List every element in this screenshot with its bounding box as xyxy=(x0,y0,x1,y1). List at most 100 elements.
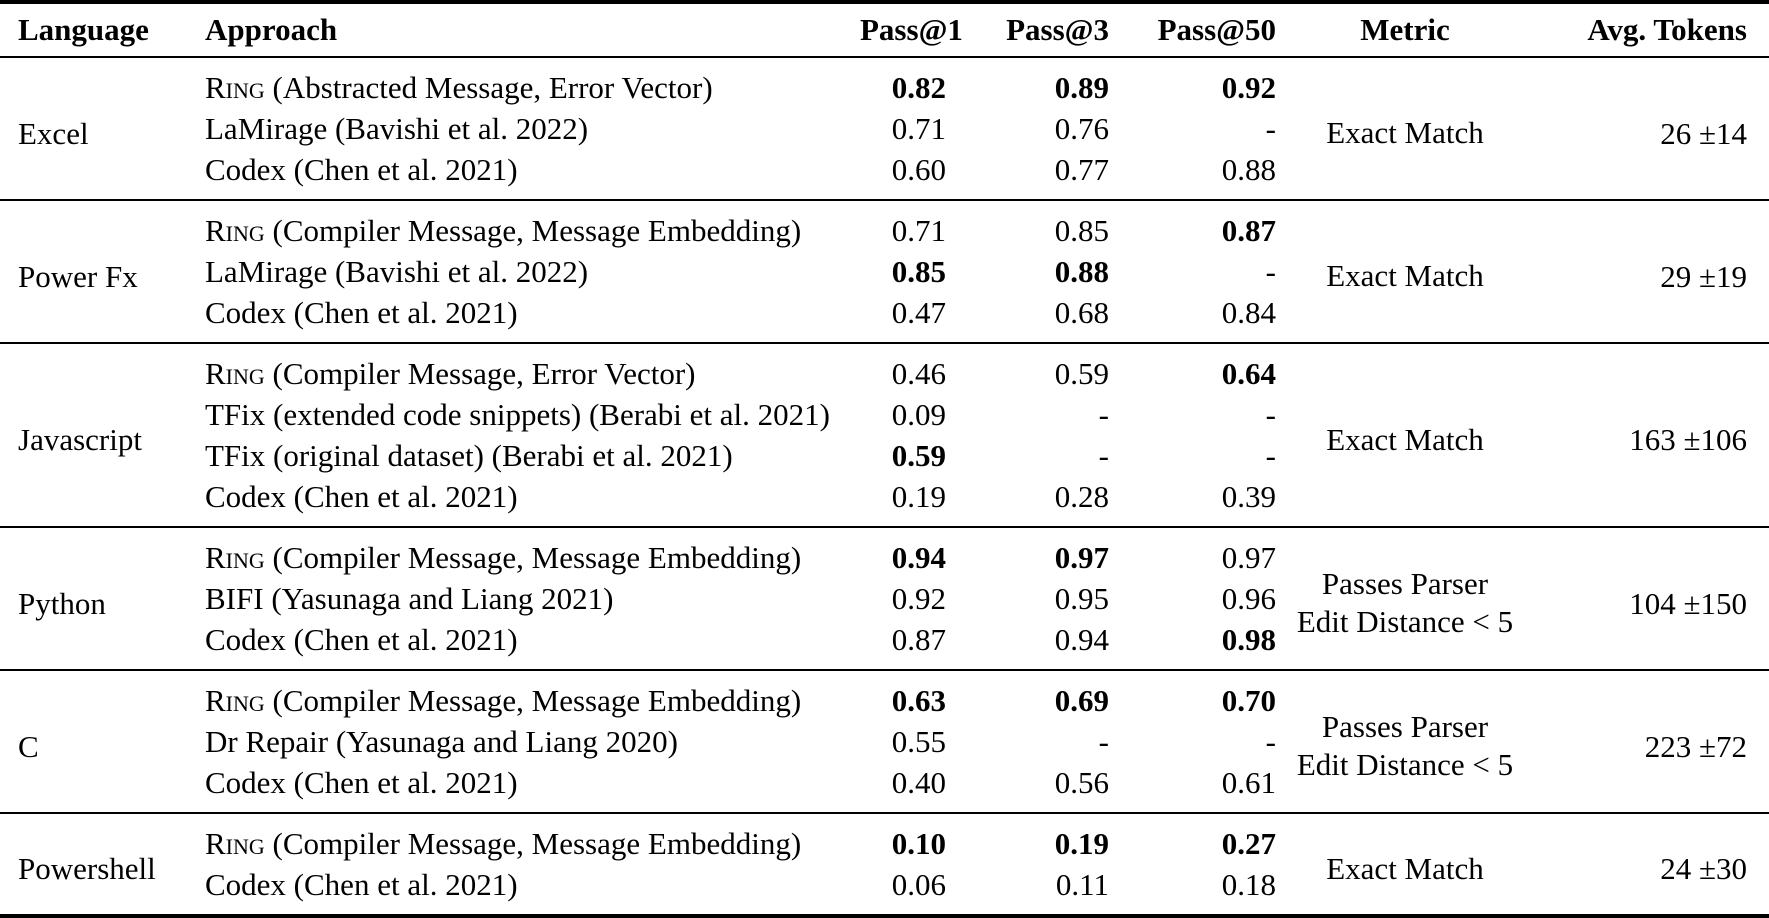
pass1-cell: 0.85 xyxy=(891,254,946,289)
table-row: Javascript Ring (Compiler Message, Error … xyxy=(0,343,1769,457)
pass50-cell: 0.39 xyxy=(1221,479,1276,514)
table-row: TFix (extended code snippets) (Berabi et… xyxy=(0,394,1769,435)
pass1-cell: 0.47 xyxy=(891,295,946,330)
approach-cell: Codex (Chen et al. 2021) xyxy=(205,479,518,514)
approach-cell: LaMirage (Bavishi et al. 2022) xyxy=(205,254,589,289)
pass3-cell: 0.88 xyxy=(1054,254,1109,289)
pass50-cell: - xyxy=(1265,111,1276,146)
pass1-cell: 0.60 xyxy=(891,152,946,187)
approach-cell: Codex (Chen et al. 2021) xyxy=(205,622,518,657)
approach-name-smallcaps: Ring xyxy=(205,70,265,105)
language-cell: Python xyxy=(18,585,106,621)
pass3-cell: 0.11 xyxy=(1055,867,1109,902)
pass1-cell: 0.59 xyxy=(891,438,946,473)
pass50-cell: - xyxy=(1265,438,1276,473)
avg-tokens-cell: 163 ±106 xyxy=(1629,422,1747,457)
table-row: Excel Ring (Abstracted Message, Error Vec… xyxy=(0,57,1769,151)
pass50-cell: 0.18 xyxy=(1221,867,1276,902)
table-row: LaMirage (Bavishi et al. 2022) 0.85 0.88 - xyxy=(0,251,1769,292)
pass50-cell: 0.97 xyxy=(1221,540,1276,575)
avg-tokens-cell: 223 ±72 xyxy=(1644,728,1747,764)
pass1-cell: 0.40 xyxy=(891,765,946,800)
approach-cell: Ring (Compiler Message, Message Embeddin… xyxy=(205,683,802,718)
metric-cell: Exact Match xyxy=(1326,850,1484,886)
header-language: Language xyxy=(18,12,149,47)
language-group: C Ring (Compiler Message, Message Embeddi… xyxy=(0,670,1769,813)
approach-name-smallcaps: Ring xyxy=(205,826,265,861)
language-group: Power Fx Ring (Compiler Message, Message … xyxy=(0,200,1769,343)
pass3-cell: - xyxy=(1098,397,1109,432)
pass1-cell: 0.09 xyxy=(891,397,946,432)
approach-cell: Ring (Compiler Message, Message Embeddin… xyxy=(205,540,802,575)
language-cell: Power Fx xyxy=(18,258,138,294)
pass1-cell: 0.06 xyxy=(891,867,946,902)
pass50-cell: - xyxy=(1265,397,1276,432)
approach-name-smallcaps: Ring xyxy=(205,213,265,248)
approach-cell: Ring (Compiler Message, Error Vector) xyxy=(205,356,696,391)
table-row: Codex (Chen et al. 2021) 0.19 0.28 0.39 xyxy=(0,476,1769,527)
header-pass1: Pass@1 xyxy=(860,12,963,47)
table-row: Codex (Chen et al. 2021) 0.60 0.77 0.88 xyxy=(0,149,1769,200)
pass50-cell: 0.64 xyxy=(1221,356,1276,391)
pass50-cell: - xyxy=(1265,724,1276,759)
language-cell: Powershell xyxy=(18,851,156,886)
pass3-cell: 0.56 xyxy=(1054,765,1109,800)
table-row: LaMirage (Bavishi et al. 2022) 0.71 0.76 - xyxy=(0,108,1769,149)
table-row: Codex (Chen et al. 2021) 0.87 0.94 0.98 xyxy=(0,619,1769,670)
pass3-cell: 0.76 xyxy=(1054,111,1109,146)
pass3-cell: 0.69 xyxy=(1054,683,1109,718)
pass3-cell: 0.59 xyxy=(1054,356,1109,391)
language-group: Excel Ring (Abstracted Message, Error Vec… xyxy=(0,57,1769,200)
pass1-cell: 0.92 xyxy=(891,581,946,616)
approach-cell: Ring (Compiler Message, Message Embeddin… xyxy=(205,213,802,248)
pass3-cell: - xyxy=(1098,724,1109,759)
pass1-cell: 0.10 xyxy=(891,826,946,861)
approach-cell: Dr Repair (Yasunaga and Liang 2020) xyxy=(205,724,678,759)
table-header: Language Approach Pass@1 Pass@3 Pass@50 … xyxy=(0,2,1769,57)
pass3-cell: 0.68 xyxy=(1054,295,1109,330)
metric-cell: Exact Match xyxy=(1326,258,1484,293)
pass3-cell: 0.97 xyxy=(1054,540,1109,575)
approach-cell: LaMirage (Bavishi et al. 2022) xyxy=(205,111,589,146)
header-approach: Approach xyxy=(205,12,338,47)
pass50-cell: 0.88 xyxy=(1221,152,1276,187)
approach-name-smallcaps: Ring xyxy=(205,683,265,718)
language-group: Python Ring (Compiler Message, Message Em… xyxy=(0,527,1769,670)
pass50-cell: - xyxy=(1265,254,1276,289)
pass3-cell: 0.89 xyxy=(1054,70,1109,105)
avg-tokens-cell: 29 ±19 xyxy=(1660,258,1747,294)
pass1-cell: 0.82 xyxy=(891,70,946,105)
language-cell: Javascript xyxy=(18,422,142,457)
avg-tokens-cell: 104 ±150 xyxy=(1629,585,1747,621)
table-row: Codex (Chen et al. 2021) 0.40 0.56 0.61 xyxy=(0,762,1769,813)
approach-cell: Ring (Compiler Message, Message Embeddin… xyxy=(205,826,802,861)
pass1-cell: 0.71 xyxy=(891,213,946,248)
pass3-cell: 0.95 xyxy=(1054,581,1109,616)
avg-tokens-cell: 26 ±14 xyxy=(1660,115,1747,151)
approach-cell: Codex (Chen et al. 2021) xyxy=(205,152,518,187)
header-avg-tokens: Avg. Tokens xyxy=(1587,12,1747,47)
pass1-cell: 0.71 xyxy=(891,111,946,146)
pass50-cell: 0.92 xyxy=(1221,70,1276,105)
avg-tokens-cell: 24 ±30 xyxy=(1660,851,1747,886)
pass50-cell: 0.96 xyxy=(1221,581,1276,616)
approach-cell: Codex (Chen et al. 2021) xyxy=(205,867,518,902)
language-cell: Excel xyxy=(18,115,89,151)
language-cell: C xyxy=(18,728,39,764)
approach-cell: TFix (extended code snippets) (Berabi et… xyxy=(205,397,830,432)
header-metric: Metric xyxy=(1360,12,1450,47)
table-row: Python Ring (Compiler Message, Message Em… xyxy=(0,527,1769,639)
pass1-cell: 0.55 xyxy=(891,724,946,759)
pass1-cell: 0.63 xyxy=(891,683,946,718)
language-group: Javascript Ring (Compiler Message, Error … xyxy=(0,343,1769,527)
pass3-cell: 0.77 xyxy=(1054,152,1109,187)
table-row: Codex (Chen et al. 2021) 0.47 0.68 0.84 xyxy=(0,292,1769,343)
table-row: TFix (original dataset) (Berabi et al. 2… xyxy=(0,435,1769,476)
table-row: Codex (Chen et al. 2021) 0.06 0.11 0.18 xyxy=(0,864,1769,916)
language-group: Powershell Ring (Compiler Message, Messag… xyxy=(0,813,1769,916)
approach-cell: Codex (Chen et al. 2021) xyxy=(205,765,518,800)
pass3-cell: 0.85 xyxy=(1054,213,1109,248)
metric-cell: Exact Match xyxy=(1326,421,1484,457)
pass1-cell: 0.19 xyxy=(891,479,946,514)
